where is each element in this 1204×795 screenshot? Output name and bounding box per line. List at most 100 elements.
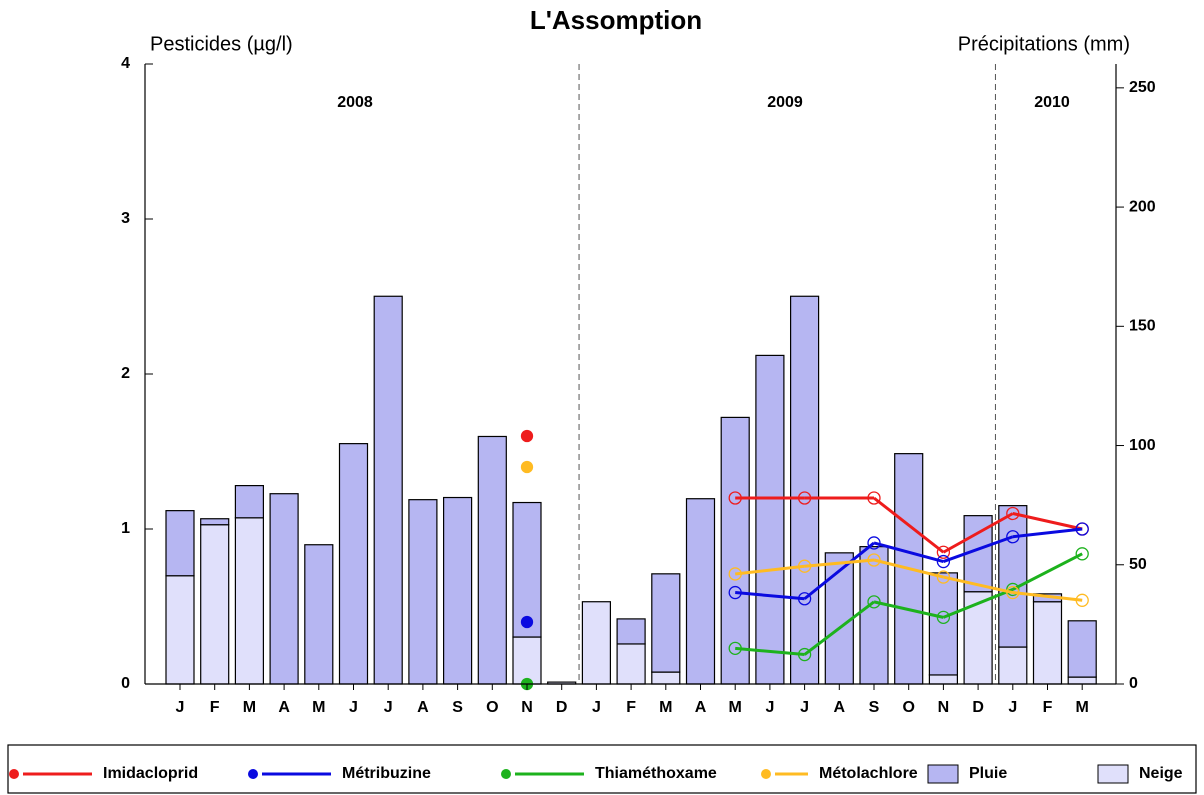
x-tick-label: J (176, 699, 185, 716)
legend-box (7, 744, 1197, 794)
point (797, 592, 812, 606)
legend-dot (501, 769, 511, 779)
line-segment (873, 600, 944, 619)
bar (408, 499, 438, 685)
x-tick-label: M (729, 699, 742, 716)
y-tick-label: 1 (121, 520, 130, 537)
point (728, 585, 742, 600)
x-tick-label: J (384, 699, 393, 716)
bar (234, 485, 264, 519)
bar (373, 295, 403, 685)
y-tick-label: 0 (121, 675, 130, 692)
x-tick-label: M (243, 699, 256, 716)
x-tick-label: F (626, 699, 636, 716)
x-tick-label: M (659, 699, 672, 716)
bar (651, 671, 681, 685)
x-tick-label: D (556, 699, 568, 716)
x-tick-label: M (312, 699, 325, 716)
legend-swatch (1097, 764, 1129, 784)
y-axis-label: Pesticides (µg/l) (150, 33, 293, 55)
line-segment (803, 541, 875, 600)
bar (512, 636, 542, 685)
point (936, 610, 951, 624)
bar (234, 517, 264, 685)
line-segment (1012, 527, 1083, 539)
line-segment (735, 646, 805, 657)
point (867, 595, 881, 609)
bar (720, 416, 750, 685)
x-tick-label: A (417, 699, 429, 716)
bar (477, 435, 507, 685)
legend-label: Neige (1139, 765, 1183, 782)
line-segment (942, 588, 1014, 619)
line-segment (873, 541, 944, 563)
bar (963, 591, 993, 685)
y-tick-label: 4 (121, 55, 130, 72)
x-tick-label: J (1008, 699, 1017, 716)
bar (200, 524, 230, 685)
line-segment (943, 575, 1014, 595)
legend-label: Thiaméthoxame (595, 765, 717, 782)
bar (200, 518, 230, 526)
x-tick-label: A (278, 699, 290, 716)
legend-dot (9, 769, 19, 779)
x-tick-label: O (486, 699, 498, 716)
x-tick-label: M (1076, 699, 1089, 716)
x-tick-label: D (972, 699, 984, 716)
line-segment (942, 512, 1014, 554)
point (797, 491, 812, 505)
point (1006, 530, 1020, 544)
bar (998, 646, 1028, 685)
point (867, 536, 881, 550)
bar (269, 493, 299, 685)
bar (651, 573, 681, 673)
line-segment (804, 558, 875, 568)
line-segment (1012, 512, 1083, 531)
legend-label: Métribuzine (342, 765, 431, 782)
bar (1032, 601, 1063, 685)
bar (512, 501, 542, 638)
year-label: 2008 (337, 94, 373, 111)
point (1075, 593, 1089, 607)
point (797, 647, 812, 662)
line-segment (873, 496, 945, 554)
point (728, 567, 742, 581)
point (797, 559, 812, 573)
x-tick-label: J (592, 699, 601, 716)
point (520, 429, 534, 443)
legend-label: Métolachlore (819, 765, 918, 782)
x-tick-label: N (938, 699, 950, 716)
point (1006, 585, 1020, 600)
point (1006, 506, 1020, 521)
bar (616, 643, 646, 685)
line-segment (735, 591, 805, 601)
bar (165, 510, 195, 577)
year-label: 2010 (1034, 94, 1070, 111)
x-tick-label: N (521, 699, 533, 716)
legend-label: Pluie (969, 765, 1007, 782)
bar (1067, 676, 1097, 685)
point (520, 615, 534, 629)
y2-axis-label: Précipitations (mm) (958, 33, 1130, 55)
point (728, 491, 742, 505)
line-segment (942, 535, 1014, 563)
bar (443, 496, 473, 685)
y-tick-label: 3 (121, 210, 130, 227)
year-label: 2009 (767, 94, 803, 111)
x-tick-label: S (452, 699, 463, 716)
x-tick-label: J (765, 699, 774, 716)
x-tick-label: F (210, 699, 220, 716)
chart-title: L'Assomption (530, 5, 702, 35)
point (1006, 582, 1020, 597)
x-tick-label: J (349, 699, 358, 716)
point (936, 545, 951, 559)
line-segment (873, 558, 944, 579)
bar (859, 546, 889, 685)
x-tick-label: O (902, 699, 914, 716)
point (936, 554, 951, 569)
bar (789, 295, 820, 685)
legend-label: Imidacloprid (103, 765, 198, 782)
y-tick-label: 2 (121, 365, 130, 382)
point (728, 641, 742, 655)
legend-swatch (927, 764, 959, 784)
